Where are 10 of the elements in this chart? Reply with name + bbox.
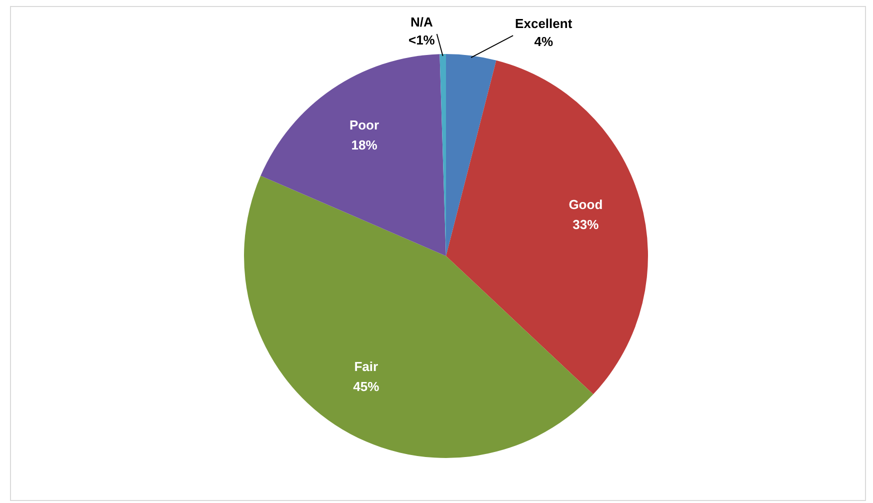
data-label: 33% xyxy=(572,217,600,232)
slice-label: Good xyxy=(568,197,603,212)
data-label: 4% xyxy=(534,34,554,50)
data-label: <1% xyxy=(408,32,436,48)
slice-label: N/A xyxy=(410,14,434,30)
slice-label: Fair xyxy=(354,359,378,374)
data-label: 18% xyxy=(351,137,378,152)
slice-label: Poor xyxy=(349,117,380,132)
data-label: 45% xyxy=(353,379,380,394)
slice-label: Excellent xyxy=(515,16,573,32)
